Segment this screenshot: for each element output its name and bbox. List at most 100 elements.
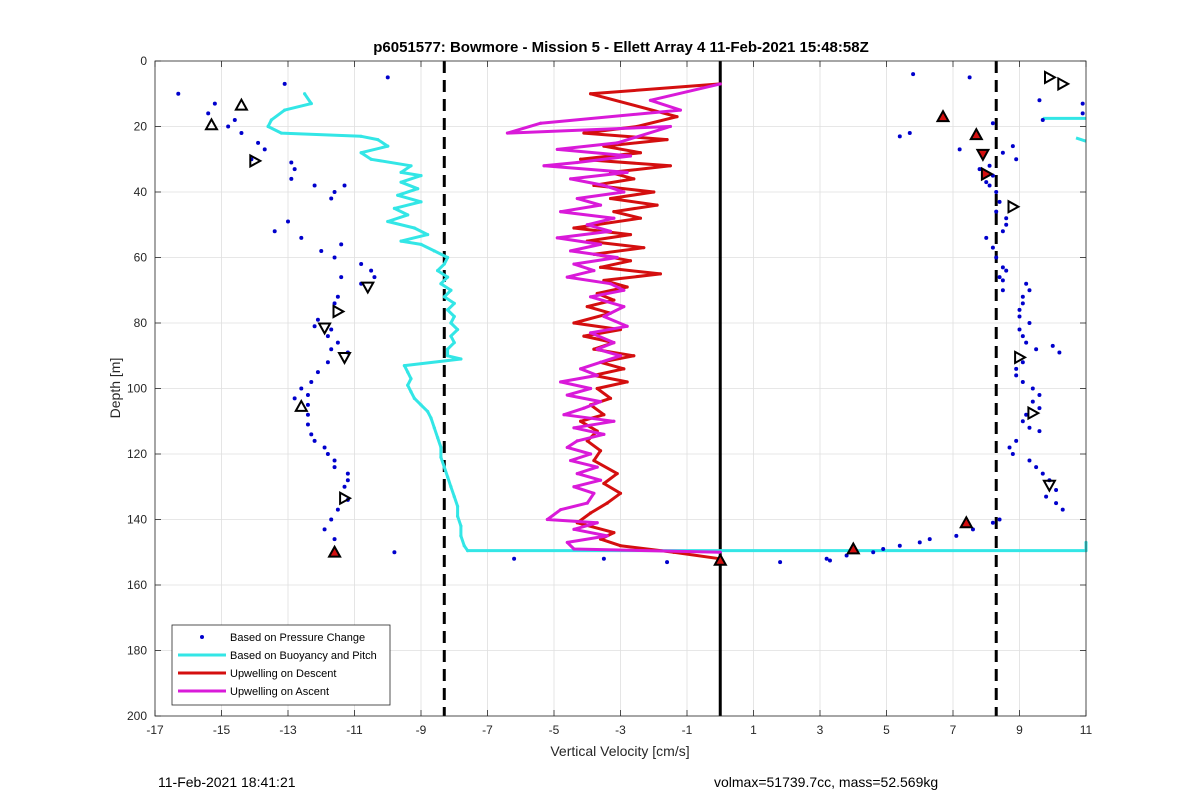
series-point (665, 138, 669, 142)
pressure-change-point (987, 163, 992, 168)
series-point (452, 494, 456, 499)
series-point (648, 98, 653, 102)
pressure-change-point (1020, 419, 1025, 424)
pressure-change-point (342, 183, 347, 188)
series-point (588, 452, 593, 456)
series-point (399, 170, 403, 174)
series-point (628, 154, 633, 158)
series-point (459, 524, 463, 528)
x-tick-label: -15 (213, 723, 231, 737)
pressure-change-point (315, 317, 320, 322)
pressure-change-point (1054, 488, 1059, 493)
series-point (638, 151, 643, 155)
series-point (588, 386, 593, 391)
pressure-change-point (987, 183, 992, 188)
series-point (419, 200, 423, 204)
pressure-change-point (1027, 458, 1032, 463)
series-point (269, 118, 273, 122)
pressure-change-point (1057, 350, 1062, 355)
pressure-change-point (345, 471, 350, 476)
series-point (608, 196, 613, 201)
series-point (625, 285, 629, 289)
pressure-change-point (844, 553, 849, 558)
orientation-marker (327, 544, 342, 558)
pressure-change-point (332, 465, 337, 470)
series-point (446, 255, 450, 260)
series-point (582, 131, 586, 135)
pressure-change-point (1000, 288, 1005, 293)
series-point (545, 517, 549, 522)
series-point (625, 380, 629, 384)
pressure-change-point (392, 550, 397, 555)
series-point (642, 246, 646, 250)
series-point (402, 363, 406, 368)
pressure-change-point (1037, 98, 1042, 103)
series-point (449, 321, 453, 325)
legend-entry-label: Based on Pressure Change (230, 632, 365, 644)
x-tick-label: -5 (549, 723, 560, 737)
series-point (608, 282, 613, 286)
pressure-change-point (342, 484, 347, 489)
series-point (668, 164, 672, 168)
x-axis-label: Vertical Velocity [cm/s] (550, 743, 689, 759)
series-point (615, 472, 619, 476)
series-point (449, 288, 453, 292)
orientation-marker (317, 322, 332, 336)
pressure-change-point (1050, 343, 1055, 348)
x-tick-label: 1 (750, 723, 757, 737)
pressure-change-point (512, 556, 517, 561)
pressure-change-point (1034, 347, 1039, 352)
series-point (452, 314, 456, 319)
orientation-marker (959, 515, 974, 529)
series-point (455, 504, 460, 508)
y-tick-label: 60 (134, 251, 148, 265)
series-point (565, 275, 569, 279)
series-point (622, 190, 626, 194)
pressure-change-point (332, 255, 337, 260)
pressure-change-point (385, 75, 390, 80)
series-point (592, 347, 596, 351)
orientation-marker (249, 153, 263, 169)
pressure-dots-layer (176, 72, 1085, 565)
series-point (432, 249, 436, 253)
pressure-change-point (1027, 321, 1032, 325)
series-point (446, 475, 450, 479)
pressure-change-point (990, 121, 995, 126)
series-point (602, 314, 606, 319)
pressure-change-point (778, 560, 783, 565)
series-point (452, 341, 456, 345)
pressure-change-point (332, 301, 337, 306)
series-point (569, 458, 573, 463)
legend: Based on Pressure Change Based on Buoyanc… (171, 624, 391, 706)
pressure-change-point (176, 91, 181, 96)
pressure-change-point (1024, 412, 1029, 417)
series-point (542, 164, 546, 168)
y-tick-label: 180 (127, 644, 147, 658)
pressure-change-point (1027, 288, 1032, 293)
series-point (439, 282, 443, 286)
pressure-change-point (601, 556, 606, 561)
pressure-change-point (315, 370, 320, 375)
series-point (598, 360, 603, 364)
pressure-change-point (322, 527, 327, 532)
x-tick-label: 11 (1080, 723, 1093, 737)
pressure-change-point (1040, 117, 1045, 122)
series-point (436, 269, 440, 273)
series-point (588, 92, 593, 96)
series-point (539, 121, 543, 125)
x-tick-label: 3 (817, 723, 824, 737)
y-tick-label: 0 (140, 54, 147, 68)
pressure-change-point (335, 294, 340, 299)
series-point (582, 406, 586, 410)
pressure-change-point (1020, 301, 1025, 306)
pressure-change-point (1054, 501, 1059, 506)
legend-entry-label: Upwelling on Descent (230, 668, 336, 680)
series-point (572, 321, 576, 325)
series-point (652, 190, 656, 194)
pressure-change-point (1014, 366, 1019, 371)
pressure-change-point (332, 537, 337, 542)
series-point (386, 144, 390, 148)
orientation-marker (846, 541, 861, 555)
series-point (439, 455, 443, 459)
pressure-change-point (1080, 101, 1085, 106)
